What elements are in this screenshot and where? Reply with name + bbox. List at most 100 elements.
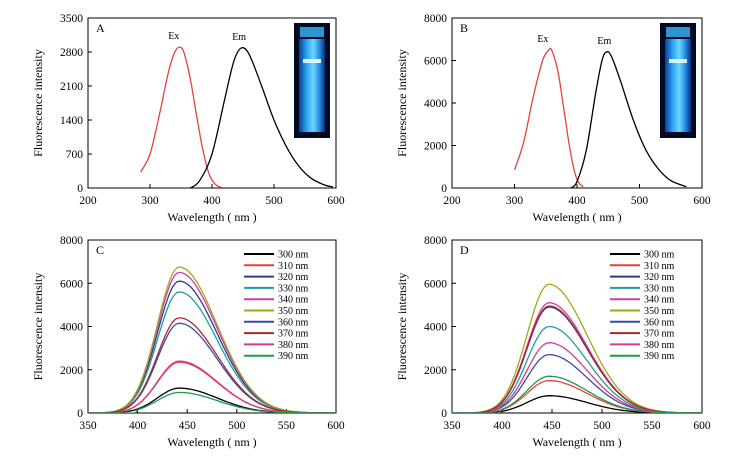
legend-entry-label: 360 nm [278,317,309,328]
series-line-310-nm [88,360,336,413]
panel-label: B [460,21,468,35]
legend-entry-label: 330 nm [278,283,309,294]
series-line-390-nm [452,375,702,413]
legend-entry-label: 350 nm [644,306,675,317]
panel-label: D [460,243,469,257]
y-tick-label: 6000 [424,56,447,68]
legend-entry-label: 380 nm [278,340,309,351]
cuvette-meniscus [303,59,321,63]
legend-entry-label: 310 nm [278,261,309,272]
x-tick-label: 500 [631,195,649,207]
legend-entry-label: 320 nm [278,272,309,283]
y-tick-label: 6000 [424,278,447,290]
x-tick-label: 300 [141,195,159,207]
legend-entry-label: 360 nm [644,317,675,328]
y-tick-label: 2000 [424,365,447,377]
legend-entry-label: 370 nm [644,329,675,340]
legend-entry-label: 300 nm [278,250,309,261]
series-line-ex [140,46,222,188]
y-tick-label: 4000 [60,322,83,334]
y-tick-label: 2000 [60,365,83,377]
y-tick-label: 2100 [60,81,83,93]
legend-entry-label: 310 nm [644,261,675,272]
x-tick-label: 400 [129,420,147,432]
cuvette-liquid [299,39,325,132]
cuvette-meniscus [669,59,687,63]
panel-label: A [96,21,105,35]
series-line-390-nm [88,391,336,413]
x-tick-label: 500 [593,420,611,432]
y-tick-label: 0 [441,183,447,195]
x-axis-label: Wavelength ( nm ) [167,435,256,449]
legend-entry-label: 320 nm [644,272,675,283]
panel-a: 200 300 400 500 600 0 700 1400 2100 2800 3500 Wavel… [31,13,345,224]
curve-label-ex: Ex [168,31,179,42]
x-axis-label: Wavelength ( nm ) [532,435,621,449]
y-tick-label: 1400 [60,115,83,127]
x-tick-label: 350 [79,420,97,432]
x-tick-label: 450 [179,420,197,432]
legend-entry-label: 340 nm [278,295,309,306]
x-axis-label: Wavelength ( nm ) [532,210,621,224]
y-axis-label: Fluorescence intensity [31,49,45,157]
y-tick-label: 2000 [424,141,447,153]
y-tick-label: 0 [77,408,83,420]
y-tick-label: 6000 [60,278,83,290]
y-tick-label: 3500 [60,13,83,25]
x-tick-label: 600 [327,195,345,207]
y-tick-label: 8000 [60,235,83,247]
curve-label-ex: Ex [537,34,548,45]
y-tick-label: 700 [66,149,84,161]
y-axis-label: Fluorescence intensity [31,273,45,381]
x-tick-label: 550 [278,420,296,432]
curve-label-em: Em [597,36,611,47]
legend-entry-label: 350 nm [278,306,309,317]
x-tick-label: 200 [79,195,97,207]
y-axis-label: Fluorescence intensity [395,49,409,157]
curve-label-em: Em [232,32,246,43]
cuvette-cap [300,27,324,37]
legend-entry-label: 330 nm [644,283,675,294]
x-tick-label: 600 [693,420,711,432]
legend-entry-label: 390 nm [278,351,309,362]
x-tick-label: 600 [327,420,345,432]
y-tick-label: 2800 [60,47,83,59]
x-tick-label: 450 [543,420,561,432]
y-tick-label: 8000 [424,235,447,247]
panel-d: 350 400 450 500 550 60002000400060008000Wavel… [395,235,711,449]
panel-c: 350 400 450 500 550 60002000400060008000Wavel… [31,235,345,449]
panel-b: 200 300 400 500 60002000400060008000Waveleng… [395,13,711,224]
y-tick-label: 8000 [424,13,447,25]
x-tick-label: 500 [228,420,246,432]
x-tick-label: 500 [265,195,283,207]
cuvette-photo [294,23,330,138]
x-tick-label: 300 [506,195,524,207]
series-line-em [189,47,334,188]
series-line-360-nm [452,353,702,413]
legend-entry-label: 380 nm [644,340,675,351]
x-tick-label: 200 [443,195,461,207]
cuvette-liquid [665,39,691,132]
y-tick-label: 0 [441,408,447,420]
x-tick-label: 400 [203,195,221,207]
panel-label: C [96,243,104,257]
series-line-em [570,51,687,188]
x-tick-label: 400 [568,195,586,207]
y-tick-label: 4000 [424,322,447,334]
cuvette-cap [666,27,690,37]
x-tick-label: 400 [493,420,511,432]
x-tick-label: 550 [643,420,661,432]
x-tick-label: 600 [693,195,711,207]
x-tick-label: 350 [443,420,461,432]
legend-entry-label: 370 nm [278,329,309,340]
legend-entry-label: 340 nm [644,295,675,306]
series-line-ex [513,47,584,188]
legend-entry-label: 390 nm [644,351,675,362]
legend-entry-label: 300 nm [644,250,675,261]
x-axis-label: Wavelength ( nm ) [167,210,256,224]
cuvette-photo [660,23,696,138]
y-tick-label: 0 [77,183,83,195]
